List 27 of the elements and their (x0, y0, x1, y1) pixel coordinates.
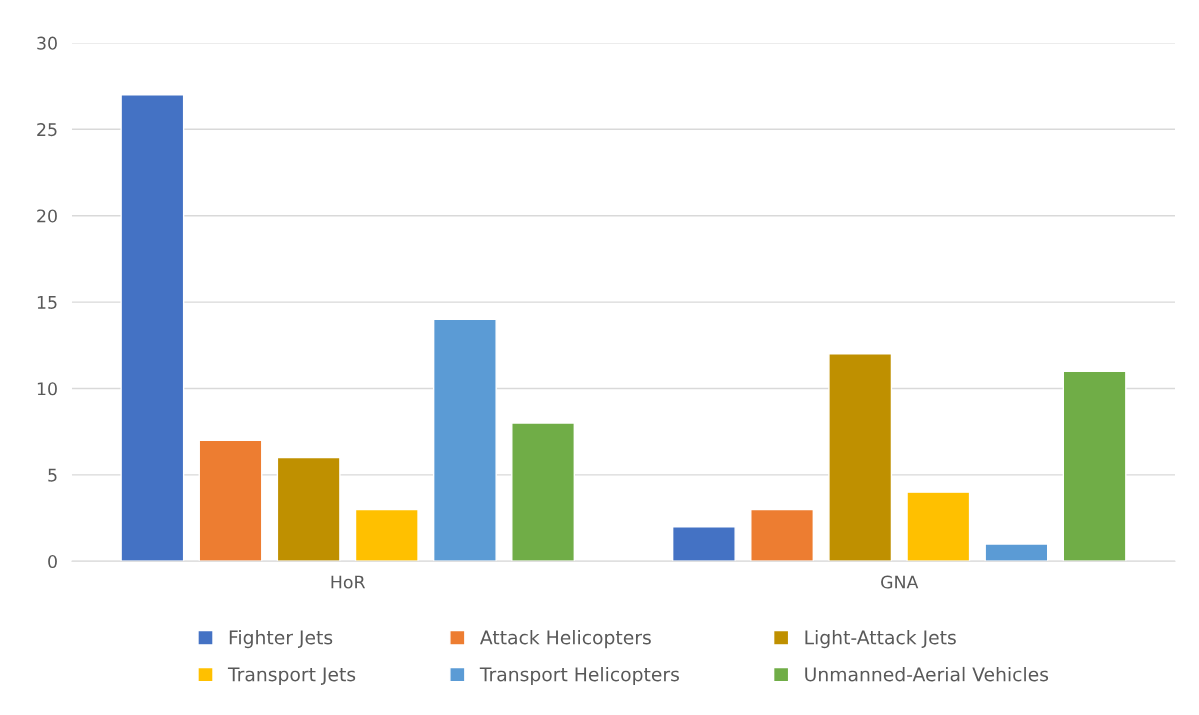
x-tick-label: HoR (331, 575, 366, 589)
y-tick-label: 20 (37, 209, 57, 223)
y-tick-label: 15 (37, 296, 57, 309)
bar (432, 318, 497, 562)
bar (511, 422, 575, 562)
bar (198, 439, 263, 562)
x-tick-label: GNA (881, 575, 919, 589)
bar (671, 526, 736, 562)
bar (276, 456, 341, 562)
y-tick-label: 25 (37, 123, 57, 137)
bar (120, 94, 185, 562)
bar (828, 353, 893, 562)
y-tick-label: 5 (48, 468, 57, 482)
y-tick-label: 0 (48, 554, 57, 569)
legend-label: Attack Helicopters (480, 629, 651, 649)
y-tick-label: 10 (37, 382, 57, 396)
bar (1062, 370, 1127, 562)
legend-label: Unmanned-Aerial Vehicles (805, 666, 1049, 682)
bar (906, 491, 971, 562)
bar (750, 508, 814, 562)
legend-label: Transport Jets (227, 667, 356, 686)
bar (984, 543, 1049, 562)
legend-label: Fighter Jets (229, 629, 333, 649)
bar (354, 508, 419, 562)
y-tick-label: 30 (37, 36, 57, 50)
legend-label: Transport Helicopters (479, 666, 679, 686)
legend-label: Light-Attack Jets (805, 629, 956, 649)
